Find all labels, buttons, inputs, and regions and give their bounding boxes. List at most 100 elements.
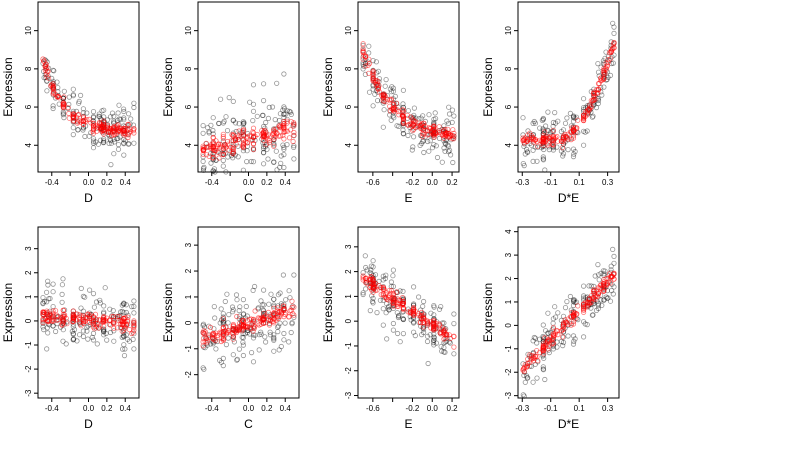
observed-point xyxy=(119,334,125,340)
observed-point xyxy=(200,158,206,164)
fitted-point xyxy=(424,320,431,326)
fitted-point xyxy=(250,134,257,140)
fitted-point xyxy=(366,60,373,67)
fitted-point xyxy=(587,296,593,302)
observed-point xyxy=(60,276,66,282)
observed-point xyxy=(366,89,373,95)
observed-point xyxy=(60,338,66,344)
observed-point xyxy=(449,119,455,126)
y-tick-label: 3 xyxy=(24,246,33,251)
observed-point xyxy=(431,337,437,343)
fitted-point xyxy=(431,124,437,130)
observed-point xyxy=(438,303,444,310)
observed-point xyxy=(230,118,236,124)
observed-point xyxy=(546,147,552,153)
fitted-point xyxy=(367,284,373,291)
observed-point xyxy=(70,93,76,99)
fitted-point xyxy=(570,318,577,325)
observed-point xyxy=(450,159,456,166)
observed-point xyxy=(84,328,90,334)
x-tick-label: 0.4 xyxy=(280,404,292,413)
observed-point xyxy=(104,117,111,123)
observed-point xyxy=(424,338,431,345)
observed-point xyxy=(240,342,246,348)
observed-point xyxy=(611,260,617,266)
observed-point xyxy=(97,300,103,306)
y-tick-label: 4 xyxy=(24,142,33,147)
observed-point xyxy=(114,136,120,142)
observed-point xyxy=(237,304,243,310)
observed-point xyxy=(570,299,577,305)
fitted-point xyxy=(384,96,390,102)
observed-point xyxy=(451,351,457,357)
observed-point xyxy=(400,130,406,137)
observed-point xyxy=(102,285,108,291)
observed-point xyxy=(539,117,545,124)
fitted-point xyxy=(125,134,131,141)
observed-point xyxy=(571,151,577,157)
observed-point xyxy=(119,302,125,308)
observed-point xyxy=(76,100,82,106)
fitted-point xyxy=(225,141,231,147)
fitted-point xyxy=(546,337,552,343)
observed-point xyxy=(572,299,578,306)
observed-point xyxy=(244,148,250,154)
fitted-point xyxy=(280,303,286,309)
fitted-point xyxy=(360,273,366,279)
observed-point xyxy=(90,330,97,336)
panel-4: -0.3 -0.1 0.1 0.3 4 6 8 10 D*E Expression xyxy=(481,1,620,205)
observed-point xyxy=(60,327,66,333)
observed-point xyxy=(374,98,381,104)
observed-point xyxy=(580,293,587,299)
observed-point xyxy=(588,283,594,289)
fitted-point xyxy=(266,140,272,146)
fitted-point xyxy=(43,310,50,316)
observed-point xyxy=(101,303,107,309)
fitted-point xyxy=(558,138,565,144)
observed-point xyxy=(256,347,262,353)
observed-point xyxy=(234,356,240,362)
observed-point xyxy=(276,117,282,124)
fitted-point xyxy=(244,135,250,141)
observed-point xyxy=(394,330,401,337)
observed-point xyxy=(60,112,67,118)
observed-point xyxy=(564,298,570,305)
fitted-point xyxy=(116,125,122,131)
observed-point xyxy=(101,118,107,125)
observed-point xyxy=(434,154,441,161)
observed-point xyxy=(570,297,577,303)
fitted-point xyxy=(230,336,236,342)
x-tick-label: -0.1 xyxy=(544,404,558,413)
fitted-point xyxy=(370,69,376,75)
observed-point xyxy=(262,310,268,316)
observed-point xyxy=(367,307,373,314)
observed-point xyxy=(389,84,395,90)
observed-point xyxy=(601,297,607,303)
observed-point xyxy=(575,316,581,323)
fitted-point xyxy=(405,309,411,315)
observed-point xyxy=(419,140,425,146)
fitted-point xyxy=(284,128,290,134)
observed-point xyxy=(366,50,372,56)
observed-point xyxy=(220,157,226,164)
observed-point xyxy=(441,340,447,346)
observed-point xyxy=(115,142,122,148)
observed-point xyxy=(80,106,87,112)
fitted-point xyxy=(229,132,235,138)
fitted-point xyxy=(438,331,444,337)
observed-point xyxy=(400,330,406,337)
observed-point xyxy=(240,120,246,127)
observed-point xyxy=(380,273,386,279)
fitted-point xyxy=(580,304,587,310)
x-tick-label: -0.4 xyxy=(45,178,59,187)
observed-point xyxy=(363,264,369,271)
fitted-point xyxy=(363,280,369,286)
observed-point xyxy=(131,104,137,111)
fitted-point xyxy=(220,151,226,158)
fitted-point xyxy=(271,136,277,142)
observed-point xyxy=(395,314,401,321)
observed-point xyxy=(598,64,604,70)
observed-point xyxy=(91,304,98,310)
observed-point xyxy=(382,83,388,89)
observed-point xyxy=(281,71,287,77)
